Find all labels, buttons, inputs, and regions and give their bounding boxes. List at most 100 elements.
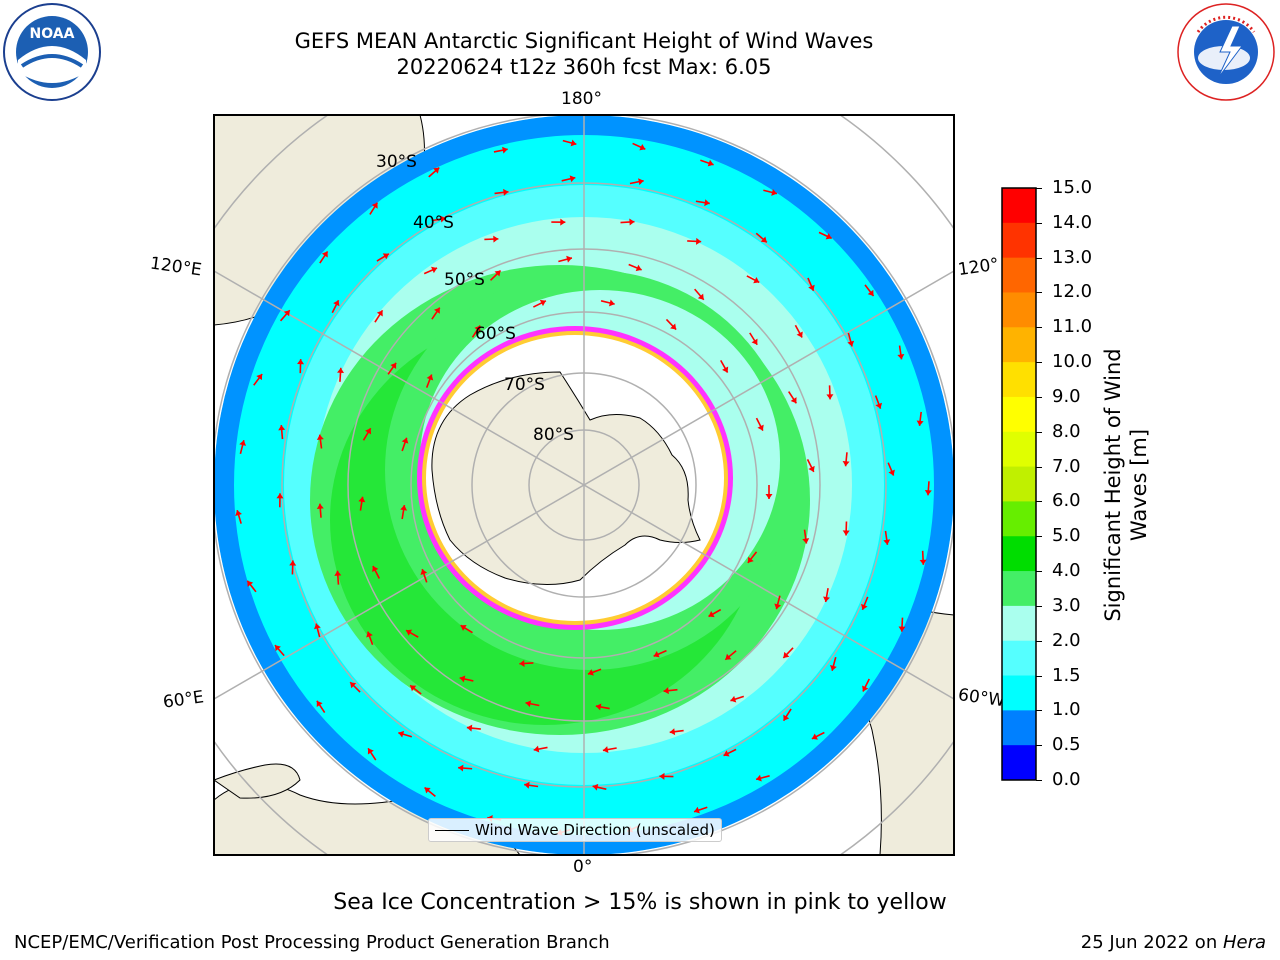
wind-arrow-head bbox=[398, 730, 405, 738]
footer-left: NCEP/EMC/Verification Post Processing Pr… bbox=[14, 932, 610, 953]
wind-arrow-head bbox=[771, 189, 777, 196]
colorbar-bin bbox=[1002, 571, 1036, 607]
chart-title: GEFS MEAN Antarctic Significant Height o… bbox=[294, 29, 874, 53]
footer-right: 25 Jun 2022 on Hera bbox=[1081, 932, 1266, 953]
wind-arrow-head bbox=[274, 645, 281, 652]
wind-arrow-head bbox=[669, 728, 676, 736]
colorbar-tick-label: 10.0 bbox=[1052, 351, 1093, 373]
wind-arrow-head bbox=[367, 748, 374, 755]
colorbar-bin bbox=[1002, 257, 1036, 293]
colorbar-tick bbox=[1036, 188, 1042, 189]
wind-arrow-head bbox=[704, 199, 710, 207]
wind-arrow-head bbox=[875, 402, 883, 409]
colorbar-tick bbox=[1036, 257, 1042, 259]
colorbar-title-line2: Waves [m] bbox=[1127, 428, 1151, 542]
wind-arrow-head bbox=[460, 624, 467, 631]
wind-arrow-head bbox=[808, 284, 815, 291]
map-panel bbox=[213, 114, 955, 856]
colorbar-bin bbox=[1002, 536, 1036, 572]
wind-arrow-head bbox=[722, 366, 729, 373]
wind-arrow-head bbox=[382, 253, 389, 260]
wind-arrow-head bbox=[247, 580, 254, 587]
wind-arrow-head bbox=[493, 235, 499, 243]
wind-arrow-head bbox=[916, 420, 924, 426]
wind-arrow-head bbox=[297, 359, 305, 365]
wind-arrow-head bbox=[653, 651, 660, 658]
colorbar-tick bbox=[1036, 362, 1042, 364]
colorbar-tick bbox=[1036, 710, 1042, 712]
wind-arrow-head bbox=[570, 139, 577, 147]
colorbar-tick-label: 15.0 bbox=[1052, 177, 1093, 198]
colorbar-bin bbox=[1002, 222, 1036, 259]
wind-arrow-head bbox=[629, 218, 635, 226]
colorbar-tick bbox=[1036, 222, 1042, 224]
colorbar-tick-label: 9.0 bbox=[1052, 385, 1081, 407]
wind-arrow-head bbox=[697, 293, 704, 300]
wind-arrow-head bbox=[321, 251, 328, 258]
wind-arrow-head bbox=[830, 665, 837, 671]
wind-arrow-head bbox=[400, 505, 408, 511]
wind-arrow-head bbox=[459, 675, 466, 683]
wind-arrow-head bbox=[808, 465, 815, 472]
wind-arrow-head bbox=[372, 565, 379, 573]
colorbar-tick bbox=[1036, 327, 1042, 329]
wind-arrow-head bbox=[867, 289, 874, 297]
wind-arrow-head bbox=[313, 623, 321, 630]
wind-arrow-head bbox=[663, 687, 669, 695]
wind-arrow-head bbox=[424, 787, 431, 794]
wind-arrow-head bbox=[919, 559, 927, 565]
noaa-logo: NOAA bbox=[2, 2, 102, 102]
colorbar-tick-label: 4.0 bbox=[1052, 560, 1081, 582]
wind-arrow-head bbox=[747, 556, 754, 563]
wind-arrow-head bbox=[433, 167, 440, 174]
wind-arrow-head bbox=[897, 353, 905, 360]
lon-label-120w: 120° bbox=[956, 254, 1001, 281]
wind-arrow-head bbox=[502, 146, 508, 154]
wind-arrow-head bbox=[406, 629, 413, 636]
colorbar-tick-label: 0.0 bbox=[1052, 769, 1081, 790]
colorbar-tick bbox=[1036, 675, 1042, 677]
wind-arrow-head bbox=[756, 774, 762, 782]
wind-arrow-head bbox=[635, 264, 642, 272]
wind-arrow-head bbox=[350, 682, 357, 689]
colorbar-bin bbox=[1002, 431, 1036, 468]
colorbar-tick-label: 13.0 bbox=[1052, 246, 1093, 268]
colorbar-bin bbox=[1002, 710, 1036, 746]
wind-arrow-head bbox=[256, 374, 263, 381]
graticule bbox=[214, 115, 954, 855]
wind-arrow-head bbox=[560, 218, 566, 226]
colorbar-tick bbox=[1036, 466, 1042, 468]
wind-arrow-head bbox=[276, 493, 284, 499]
wind-arrow-head bbox=[519, 659, 525, 667]
lon-label-60w: 60°W bbox=[956, 684, 1005, 712]
colorbar-tick bbox=[1036, 536, 1042, 538]
wind-arrow-head bbox=[639, 143, 646, 151]
wind-arrow-head bbox=[376, 310, 383, 317]
wind-arrow-head bbox=[426, 374, 434, 381]
colorbar-tick-label: 14.0 bbox=[1052, 211, 1093, 233]
wind-arrow-head bbox=[774, 603, 782, 610]
lon-label-120e: 120°E bbox=[148, 253, 203, 281]
lat-label-50s: 50°S bbox=[444, 270, 485, 290]
wind-arrow-head bbox=[595, 703, 602, 711]
wind-arrow-head bbox=[765, 494, 773, 499]
wind-arrow-head bbox=[802, 538, 810, 544]
wind-arrow-head bbox=[466, 724, 473, 732]
wind-arrow-head bbox=[753, 276, 760, 284]
wind-arrow-head bbox=[434, 307, 440, 314]
wind-arrow-head bbox=[694, 806, 700, 814]
wind-arrow-head bbox=[365, 428, 372, 435]
wind-arrow-head bbox=[708, 611, 715, 618]
wind-arrow-head bbox=[587, 669, 594, 676]
wind-arrow-head bbox=[842, 530, 850, 536]
wind-arrow-head bbox=[842, 460, 850, 467]
colorbar-tick bbox=[1036, 396, 1042, 398]
wind-arrow-head bbox=[757, 424, 764, 431]
wind-arrow-head bbox=[366, 631, 373, 638]
footer-date: 25 Jun 2022 on bbox=[1080, 932, 1223, 953]
colorbar-tick bbox=[1036, 745, 1042, 747]
colorbar-bin bbox=[1002, 745, 1036, 781]
colorbar-bin bbox=[1002, 466, 1036, 502]
wind-arrow-head bbox=[883, 539, 891, 545]
wind-arrow-head bbox=[283, 310, 290, 317]
